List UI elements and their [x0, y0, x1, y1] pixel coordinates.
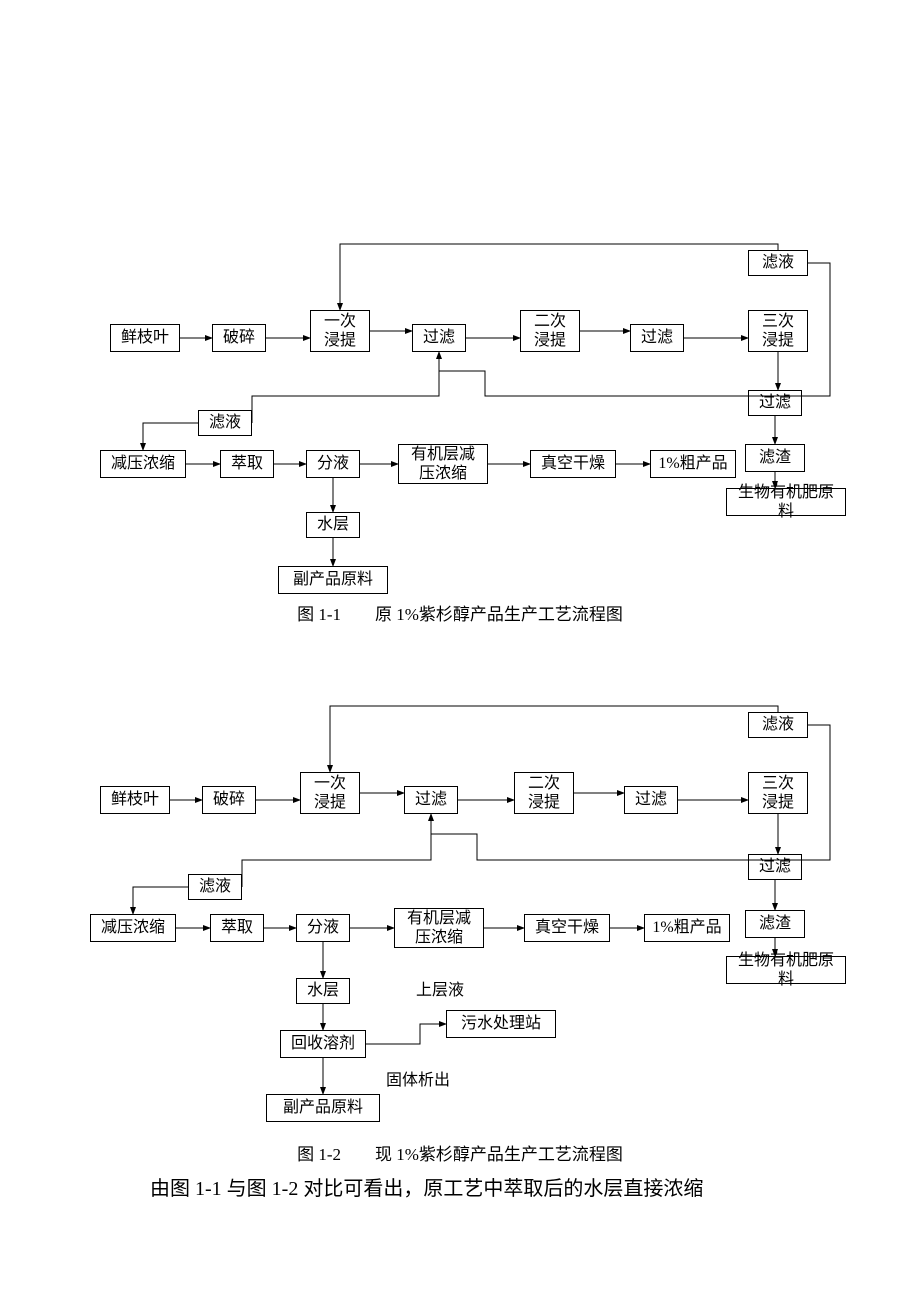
- fig1-n_lytop: 滤液: [748, 250, 808, 276]
- body-text: 由图 1-1 与图 1-2 对比可看出，原工艺中萃取后的水层直接浓缩: [110, 1172, 830, 1201]
- fig2-n_hs: 回收溶剂: [280, 1030, 366, 1058]
- fig1-n_jt3: 三次浸提: [748, 310, 808, 352]
- fig1-n_gl1: 过滤: [412, 324, 466, 352]
- fig1-n_fy: 分液: [306, 450, 360, 478]
- fig2-n_jt2: 二次浸提: [514, 772, 574, 814]
- fig2-n_xzy: 鲜枝叶: [100, 786, 170, 814]
- fig2-n_lytop: 滤液: [748, 712, 808, 738]
- fig2-n_fy: 分液: [296, 914, 350, 942]
- fig2-n_cq: 萃取: [210, 914, 264, 942]
- fig1-n_swf: 生物有机肥原料: [726, 488, 846, 516]
- fig2-n_gl1: 过滤: [404, 786, 458, 814]
- fig1-n_jt2: 二次浸提: [520, 310, 580, 352]
- fig2-n_fcp: 副产品原料: [266, 1094, 380, 1122]
- fig1-n_yjc: 有机层减压浓缩: [398, 444, 488, 484]
- fig1-arrows: [0, 0, 920, 1304]
- fig1-n_1pc: 1%粗产品: [650, 450, 736, 478]
- fig2-n_jt3: 三次浸提: [748, 772, 808, 814]
- fig2-n_lz: 滤渣: [745, 910, 805, 938]
- fig2-label-l_scy: 上层液: [416, 976, 464, 1000]
- fig1-n_jt1: 一次浸提: [310, 310, 370, 352]
- fig2-n_zkgz: 真空干燥: [524, 914, 610, 942]
- fig1-n_ps: 破碎: [212, 324, 266, 352]
- fig2-n_yjc: 有机层减压浓缩: [394, 908, 484, 948]
- fig2-n_ly2: 滤液: [188, 874, 242, 900]
- fig1-n_ly2: 滤液: [198, 410, 252, 436]
- fig1-n_lz: 滤渣: [745, 444, 805, 472]
- fig2-n_jt1: 一次浸提: [300, 772, 360, 814]
- fig2-label-l_gtxc: 固体析出: [386, 1066, 450, 1090]
- fig1-caption: 图 1-1 原 1%紫杉醇产品生产工艺流程图: [0, 600, 920, 625]
- fig2-n_swf: 生物有机肥原料: [726, 956, 846, 984]
- fig2-n_ps: 破碎: [202, 786, 256, 814]
- fig1-n_xzy: 鲜枝叶: [110, 324, 180, 352]
- fig1-n_zkgz: 真空干燥: [530, 450, 616, 478]
- fig1-n_fcp: 副产品原料: [278, 566, 388, 594]
- fig2-n_gl3: 过滤: [748, 854, 802, 880]
- fig2-caption: 图 1-2 现 1%紫杉醇产品生产工艺流程图: [0, 1140, 920, 1165]
- fig1-n_jyns: 减压浓缩: [100, 450, 186, 478]
- fig2-n_jyns: 减压浓缩: [90, 914, 176, 942]
- fig1-n_gl3: 过滤: [748, 390, 802, 416]
- fig2-n_gl2: 过滤: [624, 786, 678, 814]
- fig2-arrows: [0, 0, 920, 1304]
- fig2-n_wsc: 污水处理站: [446, 1010, 556, 1038]
- fig2-n_1pc: 1%粗产品: [644, 914, 730, 942]
- fig1-n_sc: 水层: [306, 512, 360, 538]
- fig2-n_sc: 水层: [296, 978, 350, 1004]
- fig1-n_cq: 萃取: [220, 450, 274, 478]
- fig1-n_gl2: 过滤: [630, 324, 684, 352]
